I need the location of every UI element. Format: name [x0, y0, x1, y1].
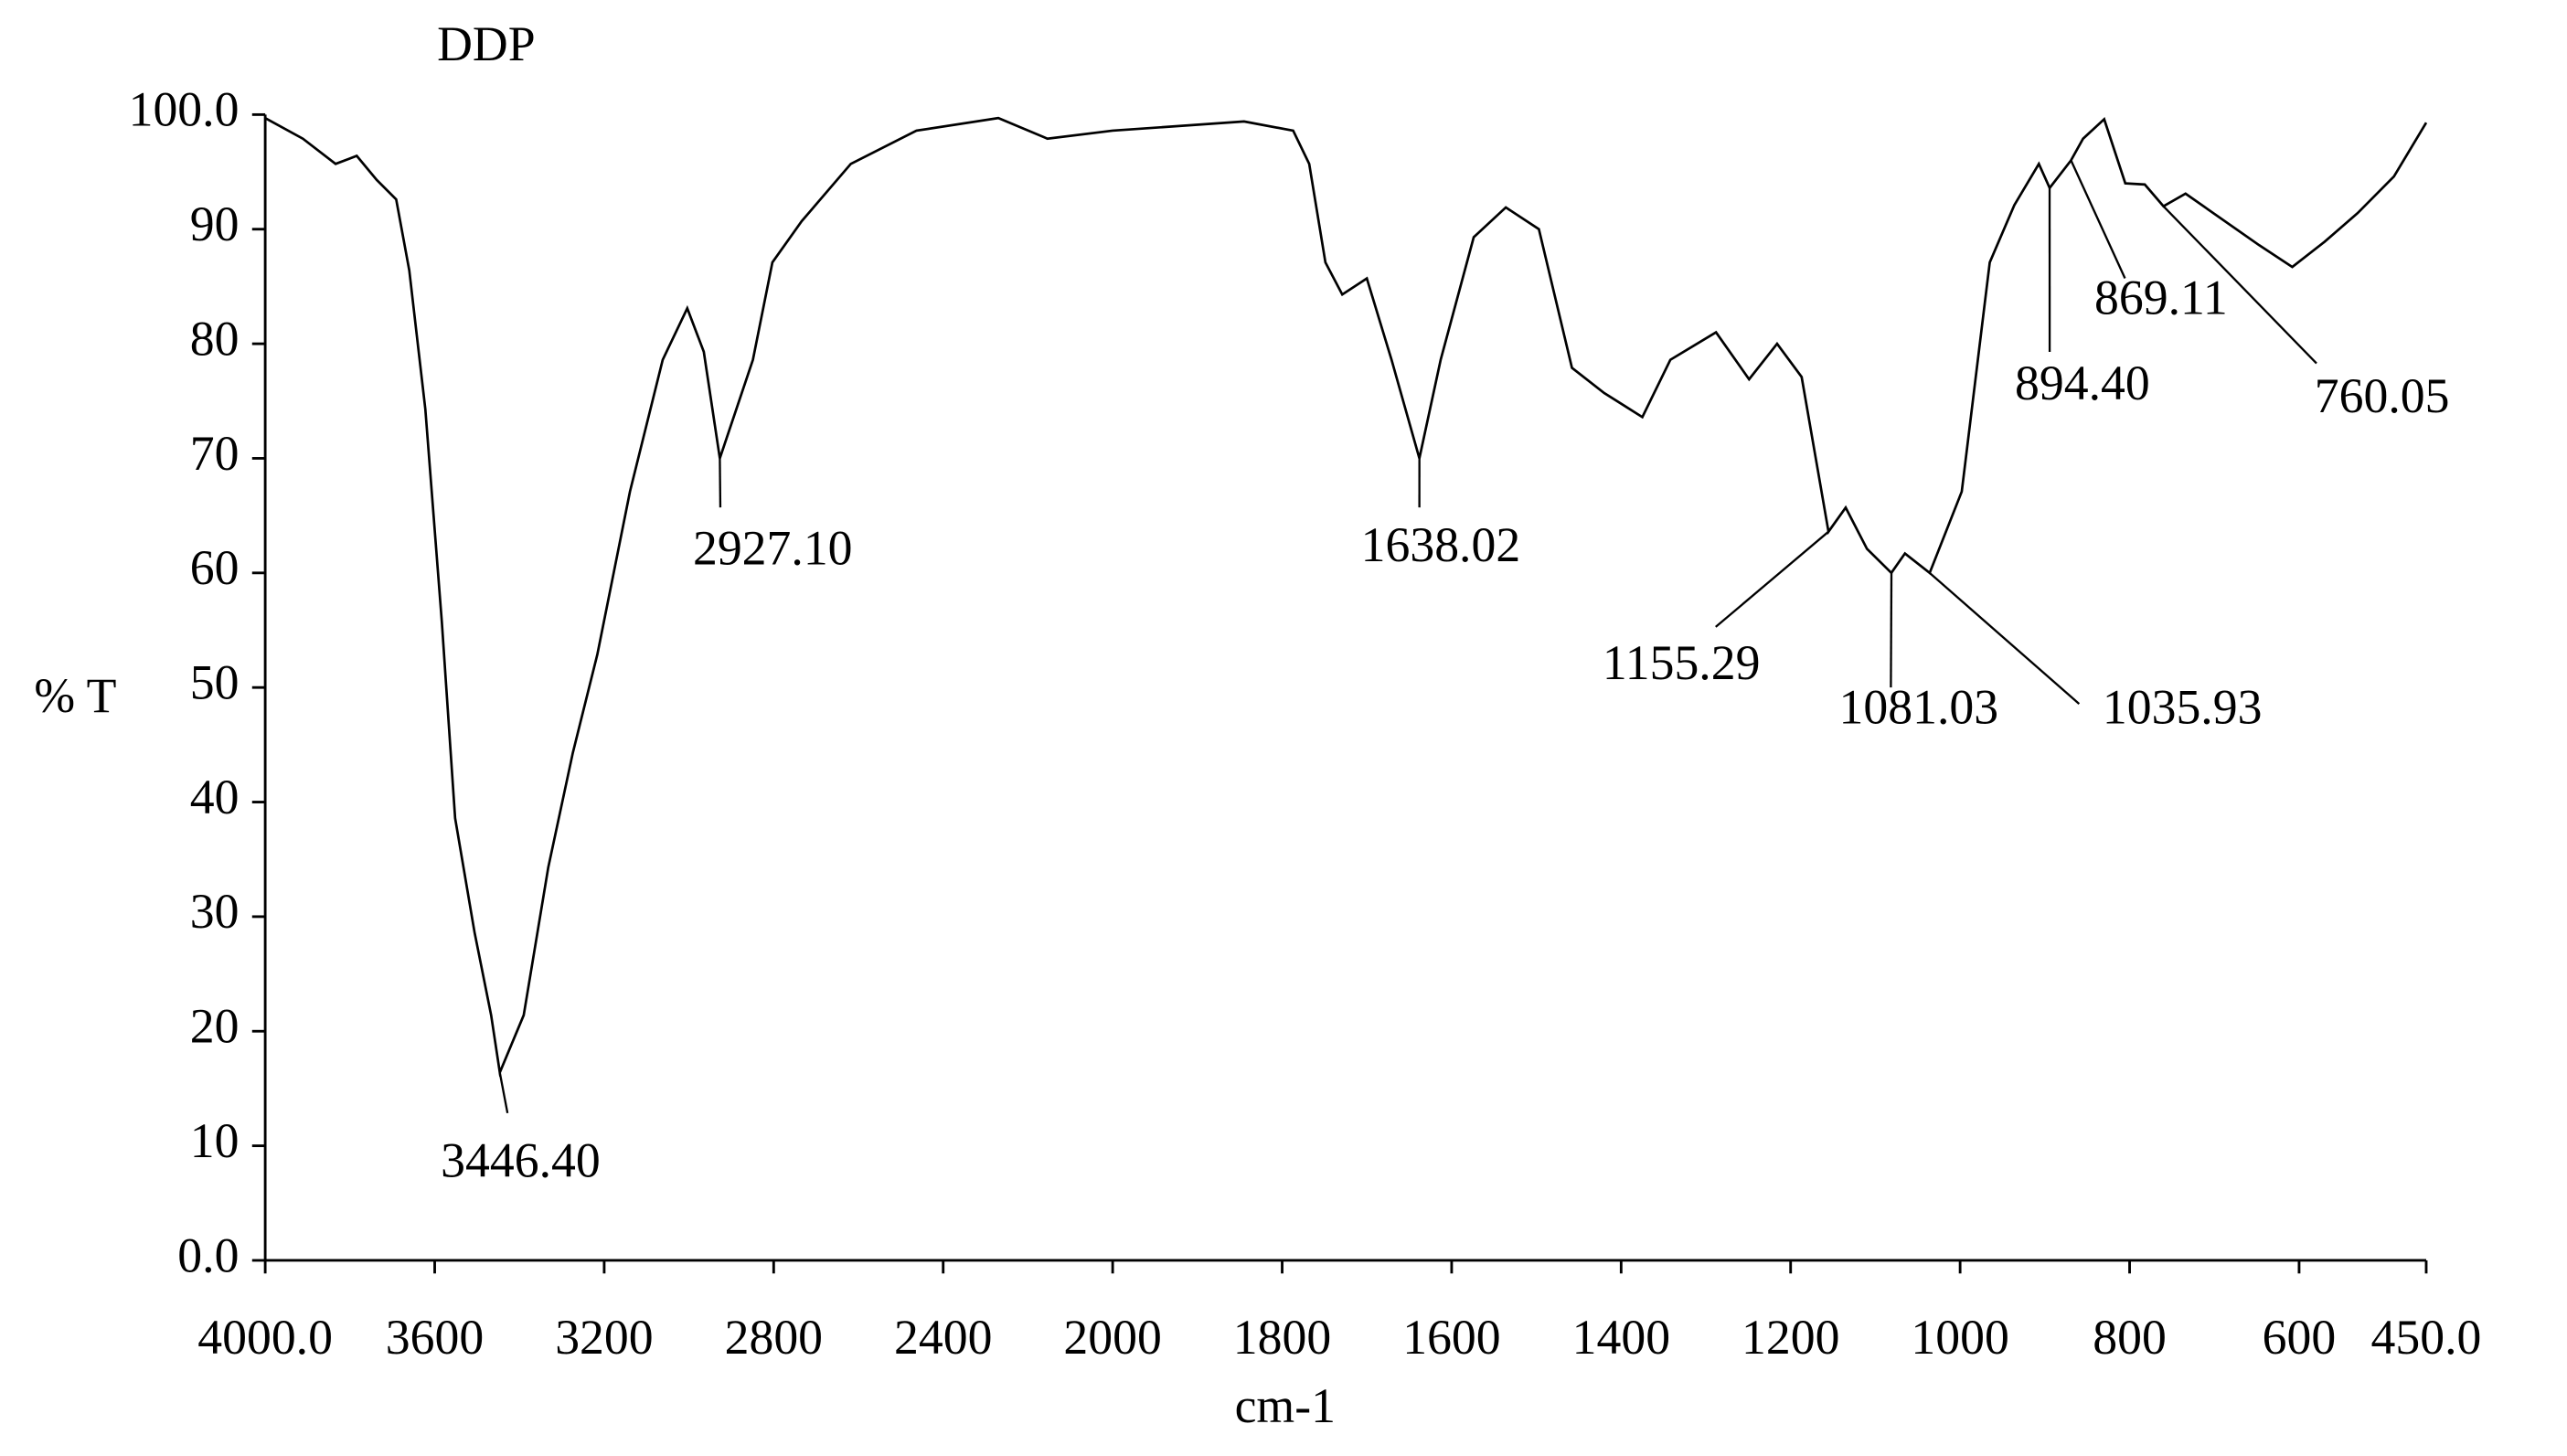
x-tick-label: 1800 — [1233, 1310, 1331, 1365]
annotation-leader — [1715, 530, 1829, 628]
y-tick-label: 30 — [190, 884, 240, 939]
y-tick-label: 80 — [190, 311, 240, 366]
x-tick-label: 3200 — [555, 1310, 653, 1365]
y-tick-label: 50 — [190, 655, 240, 710]
x-tick-label: 2800 — [725, 1310, 823, 1365]
x-tick-label: 3600 — [386, 1310, 484, 1365]
y-tick-label: 10 — [190, 1113, 240, 1168]
y-tick-label: 70 — [190, 426, 240, 481]
annotation-leader — [2162, 205, 2317, 365]
chart-title: DDP — [437, 16, 535, 71]
x-tick-label: 1200 — [1742, 1310, 1839, 1365]
annotation-label: 1035.93 — [2103, 679, 2263, 734]
annotation-label: 894.40 — [2015, 356, 2150, 410]
spectrum-line — [264, 116, 2428, 1078]
annotation-label: 1155.29 — [1603, 635, 1761, 690]
y-tick-label: 100.0 — [129, 82, 240, 137]
annotation-leader — [2070, 160, 2126, 279]
annotation-label: 2927.10 — [693, 521, 853, 576]
x-tick-label: 800 — [2093, 1310, 2167, 1365]
x-tick-label: 450.0 — [2371, 1310, 2482, 1365]
x-axis-label: cm-1 — [1235, 1378, 1336, 1433]
y-tick-label: 90 — [190, 197, 240, 251]
x-tick-label: 600 — [2263, 1310, 2337, 1365]
annotation-label: 760.05 — [2315, 368, 2450, 423]
annotation-leader — [498, 1072, 509, 1114]
y-tick-label: 0.0 — [177, 1228, 239, 1282]
y-tick-label: 60 — [190, 540, 240, 595]
annotation-label: 1081.03 — [1839, 679, 1999, 734]
annotation-label: 869.11 — [2094, 271, 2228, 325]
annotation-label: 3446.40 — [441, 1132, 601, 1187]
annotation-label: 1638.02 — [1361, 517, 1521, 572]
x-tick-label: 2400 — [894, 1310, 992, 1365]
x-tick-label: 1600 — [1402, 1310, 1500, 1365]
y-axis-label: % T — [34, 668, 116, 723]
annotation-leader — [1929, 571, 2081, 705]
annotation-leader — [719, 458, 722, 508]
x-tick-label: 2000 — [1063, 1310, 1161, 1365]
y-tick-label: 20 — [190, 999, 240, 1054]
x-tick-label: 1400 — [1572, 1310, 1670, 1365]
x-tick-label: 1000 — [1911, 1310, 2008, 1365]
x-tick-label: 4000.0 — [197, 1310, 333, 1365]
y-tick-label: 40 — [190, 770, 240, 824]
